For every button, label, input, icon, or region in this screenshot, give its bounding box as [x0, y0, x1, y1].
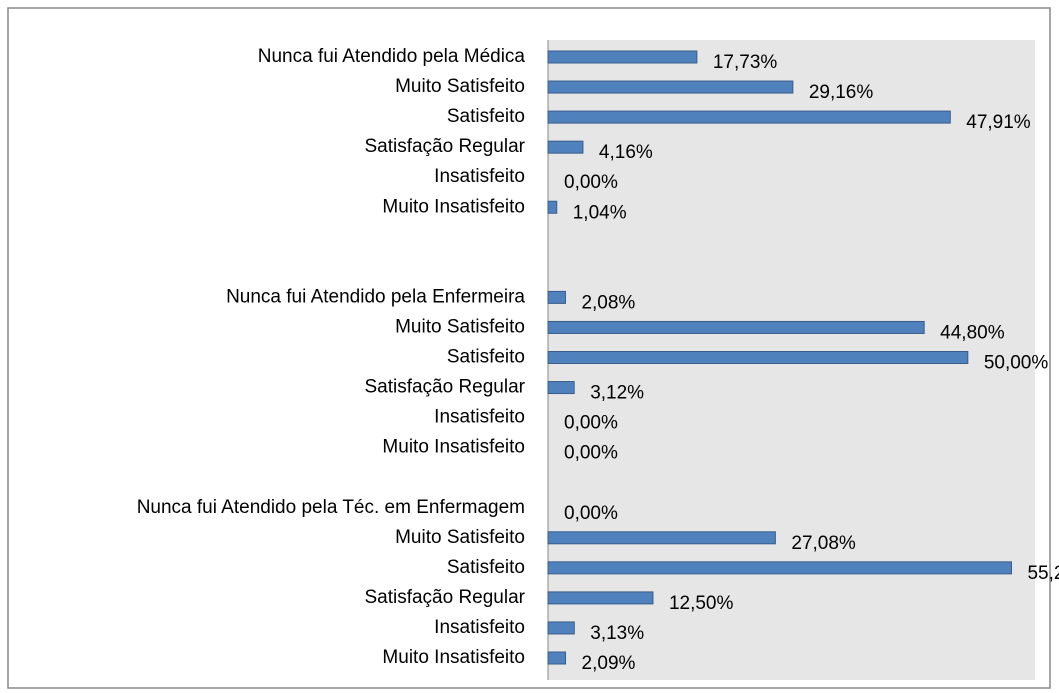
data-label: 0,00% [564, 413, 618, 434]
y-tick-label: Nunca fui Atendido pela Enfermeira [226, 286, 525, 307]
bar [547, 200, 558, 214]
data-label: 17,73% [713, 52, 778, 73]
data-label: 1,04% [573, 202, 627, 223]
y-tick-label: Satisfação Regular [364, 136, 525, 157]
y-tick-label: Muito Satisfeito [395, 76, 525, 97]
data-label: 27,08% [791, 533, 856, 554]
bar [547, 290, 566, 304]
y-tick-label: Satisfeito [447, 557, 525, 578]
y-tick-label: Insatisfeito [434, 617, 525, 638]
bar [547, 320, 925, 334]
y-tick-label: Satisfação Regular [364, 587, 525, 608]
data-label: 44,80% [940, 322, 1005, 343]
y-tick-label: Muito Insatisfeito [382, 647, 525, 668]
bar [547, 621, 575, 635]
y-tick-label: Satisfeito [447, 106, 525, 127]
data-label: 0,00% [564, 172, 618, 193]
bar [547, 381, 575, 395]
bar [547, 140, 584, 154]
y-tick-label: Muito Insatisfeito [382, 437, 525, 458]
bar [547, 561, 1012, 575]
bar [547, 651, 567, 665]
y-tick-label: Insatisfeito [434, 166, 525, 187]
data-label: 0,00% [564, 503, 618, 524]
data-label: 3,13% [590, 623, 644, 644]
data-label: 4,16% [599, 142, 653, 163]
y-tick-label: Nunca fui Atendido pela Médica [258, 46, 526, 67]
data-label: 50,00% [984, 353, 1049, 374]
y-tick-label: Insatisfeito [434, 407, 525, 428]
data-label: 0,00% [564, 443, 618, 464]
y-tick-label: Muito Satisfeito [395, 316, 525, 337]
y-tick-label: Satisfeito [447, 347, 525, 368]
y-tick-label: Satisfação Regular [364, 377, 525, 398]
data-label: 2,08% [581, 292, 635, 313]
data-label: 12,50% [669, 593, 734, 614]
bar [547, 110, 951, 124]
data-label: 47,91% [966, 112, 1031, 133]
y-tick-label: Muito Insatisfeito [382, 196, 525, 217]
data-label: 29,16% [809, 82, 874, 103]
bar [547, 531, 776, 545]
data-label: 55,20% [1027, 563, 1059, 584]
bar [547, 80, 794, 94]
y-tick-label: Muito Satisfeito [395, 527, 525, 548]
bar [547, 351, 969, 364]
data-label: 2,09% [582, 653, 636, 674]
y-tick-label: Nunca fui Atendido pela Téc. em Enfermag… [137, 497, 525, 518]
bar [547, 50, 698, 64]
data-label: 3,12% [590, 383, 644, 404]
bar [547, 591, 654, 605]
